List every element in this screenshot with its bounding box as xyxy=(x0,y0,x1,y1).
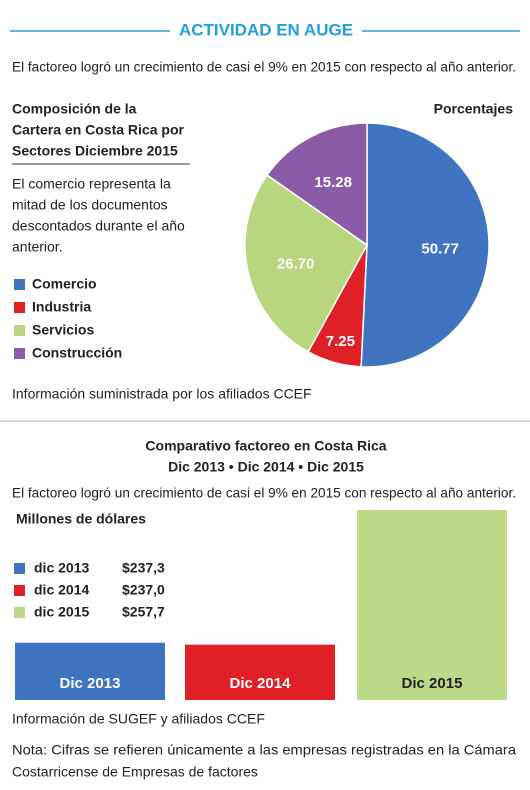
legend-label: Servicios xyxy=(32,322,94,338)
pie-slice xyxy=(360,122,490,368)
slice-label: 7.25 xyxy=(326,333,355,350)
description: mitad de los documentos xyxy=(12,197,168,213)
legend-swatch xyxy=(14,607,25,618)
legend-label: dic 2014 xyxy=(34,582,89,598)
bar-label: Dic 2013 xyxy=(60,675,121,692)
bar-label: Dic 2015 xyxy=(402,675,463,692)
bar-label: Dic 2014 xyxy=(230,675,292,692)
intro: El factoreo logró un crecimiento de casi… xyxy=(12,59,516,75)
y-label: Millones de dólares xyxy=(16,511,146,527)
source: Información de SUGEF y afiliados CCEF xyxy=(12,711,265,727)
bar xyxy=(15,642,165,700)
slice-label: 26.70 xyxy=(277,256,315,273)
bar-title: Dic 2013 • Dic 2014 • Dic 2015 xyxy=(168,459,364,475)
legend-swatch xyxy=(14,348,25,359)
legend-value: $237,3 xyxy=(122,560,165,576)
legend-swatch xyxy=(14,325,25,336)
legend-swatch xyxy=(14,563,25,574)
bar xyxy=(357,509,507,700)
pie-slice xyxy=(266,122,368,247)
bar xyxy=(185,644,335,700)
legend-swatch xyxy=(14,302,25,313)
slice-label: 50.77 xyxy=(421,241,459,258)
unit-label: Porcentajes xyxy=(434,101,514,117)
subtitle: El factoreo logró un crecimiento de casi… xyxy=(12,485,516,501)
slice-label: 15.28 xyxy=(314,174,352,191)
page-title: ACTIVIDAD EN AUGE xyxy=(179,20,353,39)
legend-label: dic 2015 xyxy=(34,604,89,620)
legend-swatch xyxy=(14,585,25,596)
legend-swatch xyxy=(14,279,25,290)
description: anterior. xyxy=(12,239,63,255)
source: Información suministrada por los afiliad… xyxy=(12,386,312,402)
legend-value: $257,7 xyxy=(122,604,165,620)
legend-value: $237,0 xyxy=(122,582,165,598)
description: descontados durante el año xyxy=(12,218,185,234)
legend-label: dic 2013 xyxy=(34,560,89,576)
note: Costarricense de Empresas de factores xyxy=(12,764,258,780)
note: Nota: Cifras se refieren únicamente a la… xyxy=(12,742,516,758)
pie-slice xyxy=(244,173,368,353)
description: El comercio representa la xyxy=(12,176,171,192)
legend-label: Construcción xyxy=(32,345,122,361)
legend-label: Industria xyxy=(32,299,91,315)
pie-title: Cartera en Costa Rica por xyxy=(12,122,184,138)
pie-title: Composición de la xyxy=(12,101,137,117)
pie-title: Sectores Diciembre 2015 xyxy=(12,143,178,159)
bar-title: Comparativo factoreo en Costa Rica xyxy=(145,438,386,454)
legend-label: Comercio xyxy=(32,276,97,292)
